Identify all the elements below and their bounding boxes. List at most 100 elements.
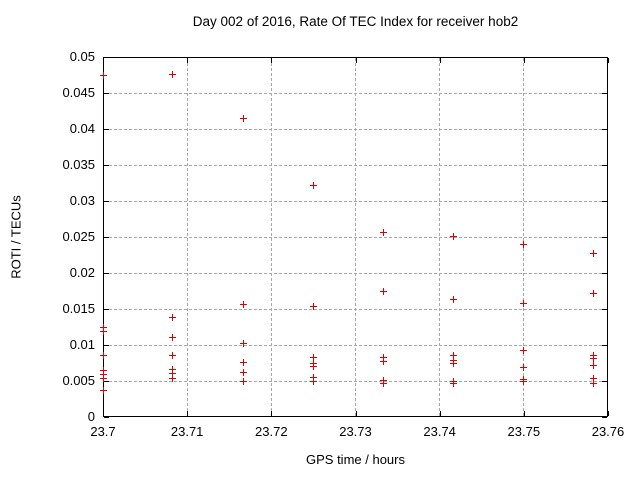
y-tick-mark — [602, 165, 607, 166]
data-point-marker — [169, 314, 177, 322]
data-point-marker — [520, 363, 528, 371]
y-tick-label: 0.005 — [62, 373, 95, 388]
data-point-marker — [99, 324, 107, 332]
x-gridline — [439, 58, 441, 416]
y-tick-mark — [104, 201, 109, 202]
y-tick-mark — [602, 417, 607, 418]
chart-title: Day 002 of 2016, Rate Of TEC Index for r… — [192, 14, 519, 29]
data-point-marker — [99, 327, 107, 335]
y-tick-mark — [104, 129, 109, 130]
data-point-marker — [590, 289, 598, 297]
data-point-marker — [169, 374, 177, 382]
data-point-marker — [450, 296, 458, 304]
data-point-marker — [99, 386, 107, 394]
y-tick-mark — [104, 309, 109, 310]
y-tick-mark — [602, 309, 607, 310]
data-point-marker — [450, 352, 458, 360]
x-tick-mark — [103, 58, 104, 63]
x-tick-mark — [523, 58, 525, 63]
data-point-marker — [309, 302, 317, 310]
y-tick-mark — [602, 381, 607, 382]
x-tick-label: 23.7 — [90, 424, 116, 439]
x-tick-mark — [439, 58, 441, 63]
y-axis-label: ROTI / TECUs — [8, 195, 24, 279]
y-tick-mark — [602, 345, 607, 346]
data-point-marker — [240, 358, 248, 366]
x-tick-mark — [355, 411, 357, 416]
x-tick-mark — [439, 411, 441, 416]
x-tick-mark — [355, 58, 357, 63]
y-tick-mark — [602, 273, 607, 274]
data-point-marker — [99, 352, 107, 360]
data-point-marker — [520, 241, 528, 249]
x-tick-mark — [187, 58, 189, 63]
data-point-marker — [240, 368, 248, 376]
x-tick-mark — [103, 411, 104, 416]
y-tick-label: 0.05 — [69, 49, 95, 64]
y-tick-mark — [104, 417, 109, 418]
y-tick-mark — [602, 237, 607, 238]
data-point-marker — [379, 353, 387, 361]
data-point-marker — [240, 378, 248, 386]
data-point-marker — [520, 300, 528, 308]
y-tick-mark — [104, 237, 109, 238]
x-tick-mark — [608, 58, 609, 63]
y-tick-label: 0.04 — [69, 121, 95, 136]
data-point-marker — [379, 380, 387, 388]
x-tick-mark — [523, 411, 525, 416]
data-point-marker — [240, 340, 248, 348]
data-point-marker — [309, 378, 317, 386]
data-point-marker — [520, 346, 528, 354]
data-point-marker — [240, 114, 248, 122]
y-tick-label: 0.01 — [69, 337, 95, 352]
x-tick-label: 23.76 — [591, 424, 625, 439]
y-tick-label: 0.025 — [62, 229, 95, 244]
data-point-marker — [590, 375, 598, 383]
data-point-marker — [309, 363, 317, 371]
y-tick-mark — [104, 57, 109, 58]
x-tick-label: 23.74 — [423, 424, 456, 439]
y-tick-mark — [104, 345, 109, 346]
data-point-marker — [240, 301, 248, 309]
x-gridline — [523, 58, 525, 416]
data-point-marker — [99, 367, 107, 375]
y-tick-label: 0.02 — [69, 265, 95, 280]
data-point-marker — [99, 375, 107, 383]
y-tick-mark — [104, 93, 109, 94]
x-tick-label: 23.75 — [507, 424, 541, 439]
data-point-marker — [450, 232, 458, 240]
data-point-marker — [169, 70, 177, 78]
y-tick-label: 0 — [87, 409, 95, 424]
data-point-marker — [169, 370, 177, 378]
x-tick-label: 23.73 — [339, 424, 372, 439]
data-point-marker — [99, 371, 107, 379]
y-tick-label: 0.045 — [62, 85, 95, 100]
x-gridline — [270, 58, 272, 416]
x-axis-label: GPS time / hours — [306, 452, 405, 467]
data-point-marker — [309, 359, 317, 367]
data-point-marker — [169, 334, 177, 342]
plot-area — [103, 57, 608, 417]
x-tick-mark — [271, 58, 273, 63]
data-point-marker — [590, 250, 598, 258]
data-point-marker — [450, 360, 458, 368]
data-point-marker — [169, 365, 177, 373]
data-point-marker — [450, 380, 458, 388]
x-gridline — [355, 58, 356, 416]
data-point-marker — [99, 72, 107, 80]
y-tick-mark — [602, 129, 607, 130]
x-tick-label: 23.71 — [170, 424, 204, 439]
data-point-marker — [309, 373, 317, 381]
x-tick-mark — [187, 411, 189, 416]
data-point-marker — [450, 356, 458, 364]
data-point-marker — [309, 181, 317, 189]
y-tick-label: 0.015 — [62, 301, 95, 316]
y-tick-mark — [602, 57, 607, 58]
y-tick-mark — [602, 201, 607, 202]
data-point-marker — [590, 380, 598, 388]
data-point-marker — [309, 354, 317, 362]
x-tick-mark — [271, 411, 273, 416]
data-point-marker — [169, 352, 177, 360]
data-point-marker — [590, 362, 598, 370]
